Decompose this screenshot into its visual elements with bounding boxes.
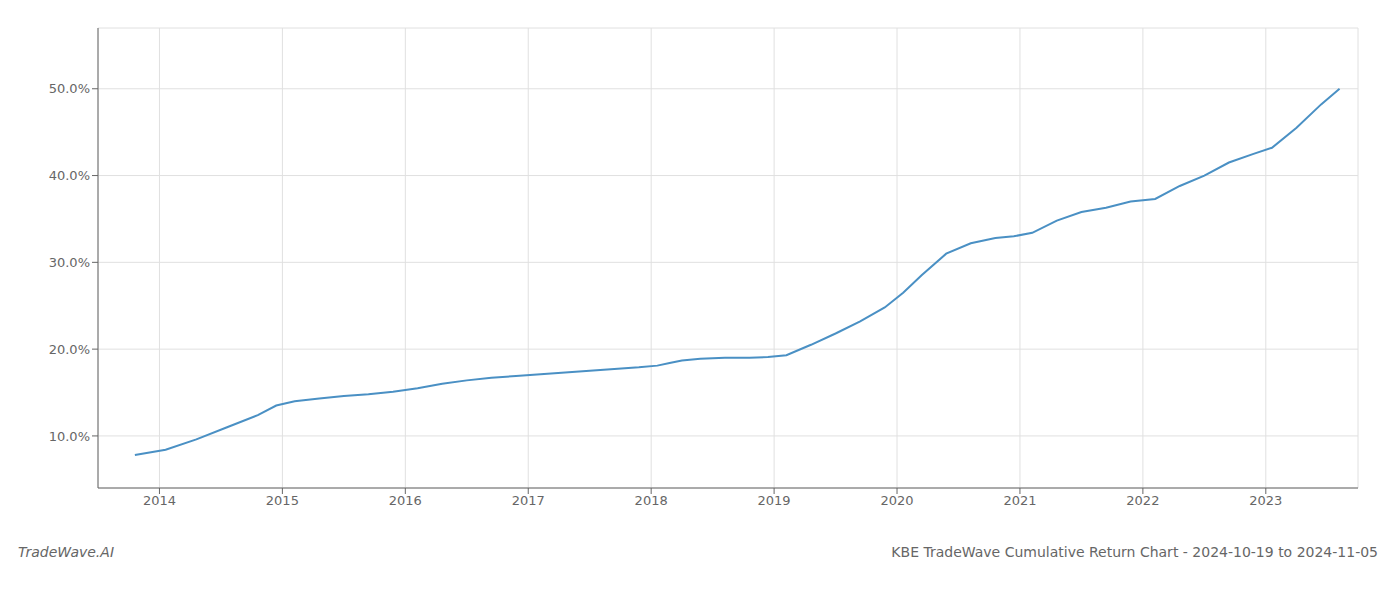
svg-text:30.0%: 30.0% [49,255,90,270]
html-text:TradeWave.AI: TradeWave.AI [18,544,114,560]
svg-text:2023: 2023 [1249,493,1282,508]
svg-text:2015: 2015 [266,493,299,508]
svg-text:40.0%: 40.0% [49,168,90,183]
svg-text:2014: 2014 [143,493,176,508]
svg-text:2020: 2020 [880,493,913,508]
svg-text:2017: 2017 [512,493,545,508]
svg-text:2021: 2021 [1003,493,1036,508]
svg-text:2018: 2018 [635,493,668,508]
svg-text:50.0%: 50.0% [49,81,90,96]
svg-text:10.0%: 10.0% [49,429,90,444]
svg-text:2022: 2022 [1126,493,1159,508]
svg-text:20.0%: 20.0% [49,342,90,357]
svg-text:2019: 2019 [758,493,791,508]
svg-text:2016: 2016 [389,493,422,508]
html-text:KBE TradeWave Cumulative Retur: KBE TradeWave Cumulative Return Chart - … [891,544,1378,560]
